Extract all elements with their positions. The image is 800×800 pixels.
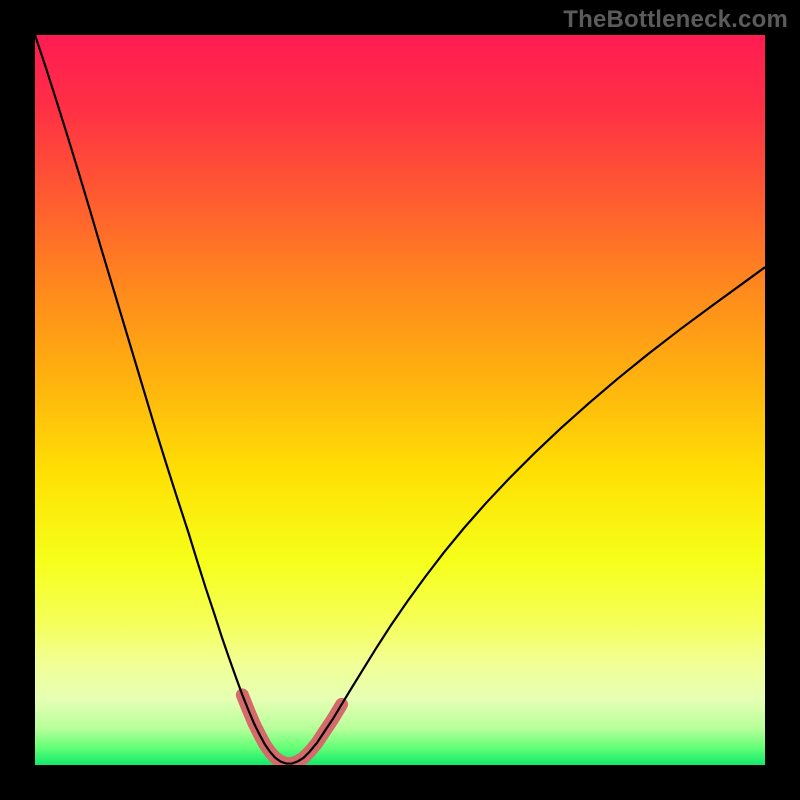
bottleneck-curve-chart — [35, 35, 765, 765]
gradient-background — [35, 35, 765, 765]
chart-frame: TheBottleneck.com — [0, 0, 800, 800]
watermark-text: TheBottleneck.com — [563, 6, 788, 34]
plot-area — [35, 35, 765, 765]
